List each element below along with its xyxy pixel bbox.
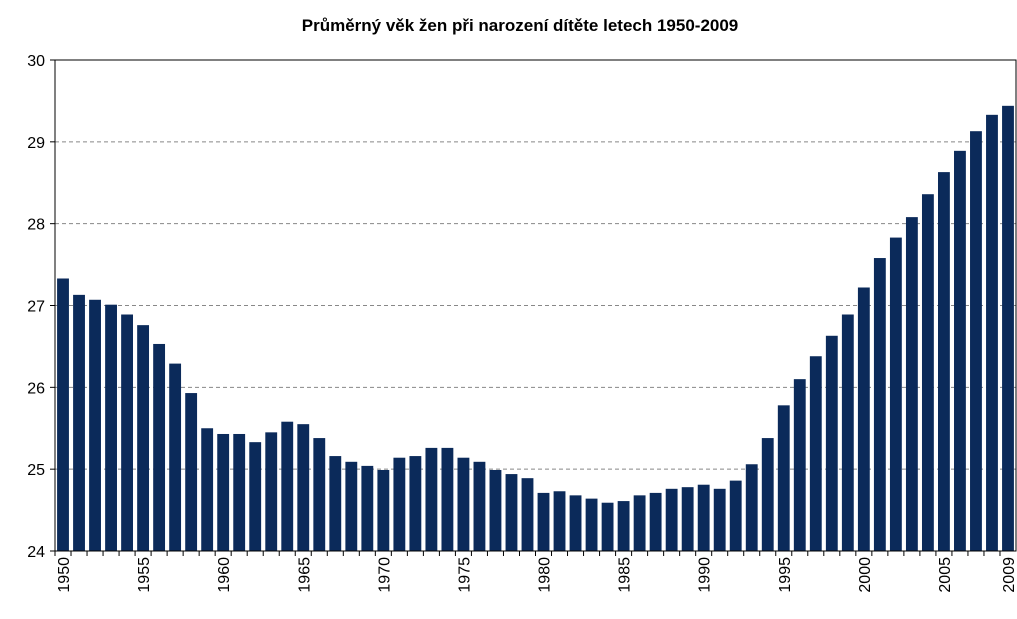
bar bbox=[905, 217, 918, 551]
x-tick-label: 1980 bbox=[537, 557, 554, 593]
bar bbox=[121, 314, 134, 551]
bar bbox=[329, 456, 342, 551]
x-tick-label: 2000 bbox=[857, 557, 874, 593]
bar bbox=[1002, 105, 1014, 552]
bar bbox=[425, 447, 438, 551]
bar bbox=[489, 469, 502, 551]
bar bbox=[169, 363, 182, 551]
bar bbox=[505, 474, 518, 551]
bar bbox=[986, 114, 998, 551]
bar bbox=[873, 258, 886, 551]
bar bbox=[697, 484, 710, 551]
bar bbox=[361, 465, 374, 551]
x-tick-label: 1990 bbox=[697, 557, 714, 593]
plot-frame bbox=[54, 59, 1017, 552]
bar bbox=[889, 237, 902, 551]
bar bbox=[777, 405, 790, 551]
bar bbox=[409, 456, 422, 551]
bar bbox=[185, 393, 198, 551]
bar bbox=[857, 287, 870, 551]
bar bbox=[265, 432, 278, 551]
x-tick-label: 2005 bbox=[937, 557, 954, 593]
bar bbox=[473, 461, 486, 551]
x-tick-label: 1975 bbox=[456, 557, 473, 593]
bar bbox=[954, 150, 966, 551]
x-tick-label: 1965 bbox=[296, 557, 313, 593]
x-tick-label: 1995 bbox=[777, 557, 794, 593]
bar bbox=[137, 325, 150, 551]
x-tick-label: 1955 bbox=[136, 557, 153, 593]
bar bbox=[809, 356, 822, 551]
bar bbox=[281, 421, 294, 551]
bar bbox=[793, 379, 806, 551]
chart-title: Průměrný věk žen při narození dítěte let… bbox=[302, 16, 739, 35]
y-tick-label: 29 bbox=[27, 135, 45, 152]
x-tick-label: 1960 bbox=[216, 557, 233, 593]
bar bbox=[457, 457, 470, 551]
bar bbox=[57, 278, 69, 551]
bar bbox=[553, 491, 566, 551]
bar bbox=[345, 461, 358, 551]
bar bbox=[665, 488, 678, 551]
y-tick-label: 27 bbox=[27, 299, 45, 316]
x-tick-label: 1970 bbox=[376, 557, 393, 593]
bar bbox=[585, 498, 598, 551]
y-tick-label: 24 bbox=[27, 544, 45, 561]
bar bbox=[633, 495, 646, 551]
bar bbox=[153, 343, 166, 551]
y-tick-label: 26 bbox=[27, 380, 45, 397]
bar bbox=[89, 299, 101, 551]
bar bbox=[217, 433, 230, 551]
bar bbox=[681, 487, 694, 551]
bar bbox=[313, 438, 326, 551]
bar bbox=[441, 447, 454, 551]
bar bbox=[233, 433, 246, 551]
x-tick-label: 1985 bbox=[617, 557, 634, 593]
x-tick-label: 2009 bbox=[1001, 557, 1017, 593]
bar bbox=[729, 480, 742, 551]
y-tick-label: 30 bbox=[27, 53, 45, 70]
bar bbox=[745, 464, 758, 551]
bar bbox=[73, 294, 85, 551]
bar bbox=[569, 495, 582, 551]
bar bbox=[825, 335, 838, 551]
y-tick-label: 25 bbox=[27, 462, 45, 479]
x-tick-label: 1950 bbox=[56, 557, 73, 593]
bar bbox=[970, 131, 982, 551]
bar bbox=[249, 442, 262, 551]
bar bbox=[841, 314, 854, 551]
y-tick-label: 28 bbox=[27, 217, 45, 234]
bar bbox=[201, 428, 214, 551]
bar bbox=[521, 478, 534, 551]
bar bbox=[297, 424, 310, 551]
bar bbox=[617, 501, 630, 551]
bar bbox=[761, 438, 774, 551]
bar bbox=[937, 172, 950, 551]
bar bbox=[713, 488, 726, 551]
bar bbox=[393, 457, 406, 551]
bar bbox=[601, 502, 614, 551]
bar bbox=[105, 304, 117, 551]
bar bbox=[649, 492, 662, 551]
bar bbox=[537, 492, 550, 551]
bar bbox=[921, 194, 934, 551]
bar bbox=[377, 469, 390, 551]
